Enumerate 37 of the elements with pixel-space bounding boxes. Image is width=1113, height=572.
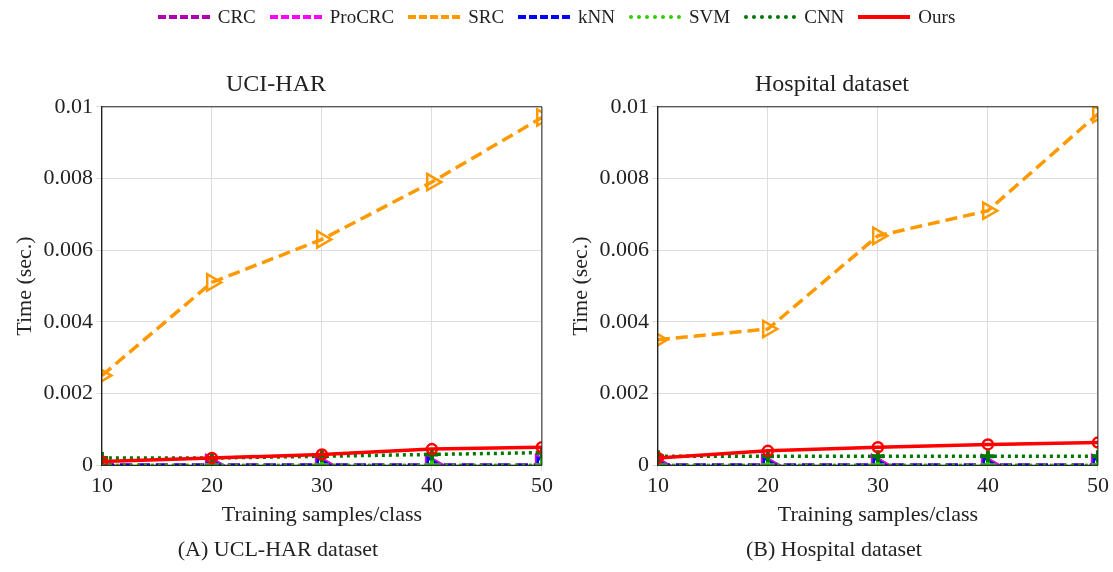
x-tick-label: 10 xyxy=(646,472,669,498)
legend-label: SRC xyxy=(468,6,505,28)
chart-title: UCI-HAR xyxy=(226,69,326,96)
y-tick-label: 0.01 xyxy=(54,92,93,118)
legend-label: kNN xyxy=(578,6,616,28)
y-tick-label: 0 xyxy=(81,450,93,476)
y-tick-label: 0.006 xyxy=(599,235,649,261)
y-tick-label: 0.002 xyxy=(599,379,649,405)
y-axis-title: Time (sec.) xyxy=(10,236,36,336)
legend-label: ProCRC xyxy=(329,6,395,28)
y-tick-label: 0.01 xyxy=(610,92,649,118)
x-tick-label: 50 xyxy=(1086,472,1109,498)
y-tick-label: 0.002 xyxy=(43,379,93,405)
legend-label: CRC xyxy=(217,6,256,28)
x-tick-label: 40 xyxy=(420,472,443,498)
y-tick-label: 0.004 xyxy=(599,307,649,333)
x-tick-label: 10 xyxy=(90,472,113,498)
x-tick-label: 20 xyxy=(756,472,779,498)
y-tick-label: 0 xyxy=(637,450,649,476)
chart-title: Hospital dataset xyxy=(755,69,910,96)
x-tick-label: 30 xyxy=(310,472,333,498)
text: (B) Hospital dataset xyxy=(745,536,923,562)
text: (A) UCL-HAR dataset xyxy=(176,536,380,562)
x-tick-label: 30 xyxy=(866,472,889,498)
x-axis-title: Training samples/class xyxy=(221,500,423,526)
y-tick-label: 0.004 xyxy=(43,307,93,333)
y-tick-label: 0.008 xyxy=(599,164,649,190)
x-axis-title: Training samples/class xyxy=(777,500,979,526)
legend-label: CNN xyxy=(804,6,845,28)
y-tick-label: 0.006 xyxy=(43,235,93,261)
y-tick-label: 0.008 xyxy=(43,164,93,190)
legend-label: SVM xyxy=(689,6,731,28)
x-tick-label: 50 xyxy=(530,472,553,498)
y-axis-title: Time (sec.) xyxy=(566,236,592,336)
legend-label: Ours xyxy=(918,6,956,28)
x-tick-label: 40 xyxy=(976,472,999,498)
x-tick-label: 20 xyxy=(200,472,223,498)
